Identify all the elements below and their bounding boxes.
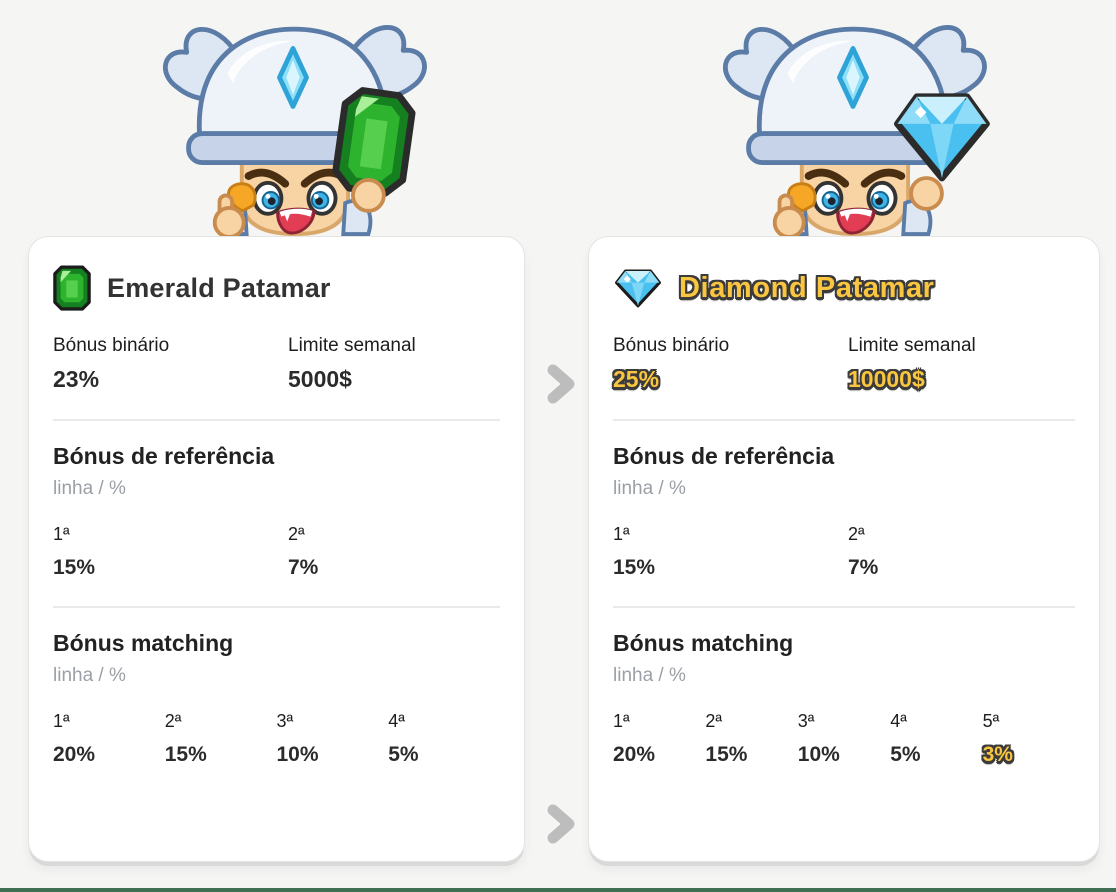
stat-value: 23% xyxy=(53,366,100,392)
section-title: Bónus de referência xyxy=(613,443,835,469)
bonus-cell: 2ª 15% xyxy=(165,711,277,767)
line-label: 5ª xyxy=(982,711,1000,731)
stat-binary-bonus: Bónus binário 25% xyxy=(613,335,848,393)
bonus-cell: 1ª 20% xyxy=(53,711,165,767)
card-header: Diamond Patamar xyxy=(613,263,1075,313)
referral-bonus-section: Bónus de referência linha / % 1ª 15% 2ª … xyxy=(53,443,500,580)
section-title: Bónus matching xyxy=(613,630,794,656)
stat-weekly-limit: Limite semanal 10000$ xyxy=(848,335,1075,393)
line-value: 10% xyxy=(797,743,840,766)
stat-weekly-limit: Limite semanal 5000$ xyxy=(288,335,500,393)
line-value: 15% xyxy=(613,556,656,579)
emerald-icon xyxy=(53,265,91,311)
bonus-cell: 4ª 5% xyxy=(388,711,500,767)
stat-binary-bonus: Bónus binário 23% xyxy=(53,335,288,393)
stat-label: Bónus binário xyxy=(613,335,730,356)
line-value: 10% xyxy=(276,743,319,766)
line-value: 3% xyxy=(982,743,1013,766)
section-subtitle: linha / % xyxy=(613,478,686,499)
section-title: Bónus matching xyxy=(53,630,234,656)
line-label: 4ª xyxy=(388,711,405,731)
bonus-cell: 2ª 7% xyxy=(848,524,1075,580)
divider xyxy=(53,606,500,608)
divider xyxy=(613,419,1075,421)
line-value: 5% xyxy=(890,743,921,766)
bonus-cell: 2ª 7% xyxy=(288,524,500,580)
footer-accent-bar xyxy=(0,888,1116,892)
section-title: Bónus de referência xyxy=(53,443,275,469)
knight-emerald-mascot xyxy=(148,2,438,238)
card-title: Diamond Patamar xyxy=(679,271,935,304)
line-value: 15% xyxy=(53,556,96,579)
bonus-cell: 4ª 5% xyxy=(890,711,982,767)
line-label: 1ª xyxy=(53,524,70,544)
stat-label: Limite semanal xyxy=(848,335,976,356)
line-label: 4ª xyxy=(890,711,907,731)
bonus-cell: 1ª 20% xyxy=(613,711,705,767)
line-label: 1ª xyxy=(53,711,70,731)
bonus-rows: 1ª 20% 2ª 15% 3ª 10% 4ª 5% 5ª 3% xyxy=(613,711,1075,767)
line-label: 2ª xyxy=(848,524,865,544)
stat-value: 25% xyxy=(613,366,660,392)
matching-bonus-section: Bónus matching linha / % 1ª 20% 2ª 15% 3… xyxy=(613,630,1075,767)
diamond-tier-card: Diamond Patamar Bónus binário 25% Limite… xyxy=(588,236,1100,862)
knight-diamond-mascot xyxy=(708,2,998,238)
bonus-cell: 2ª 15% xyxy=(705,711,797,767)
chevron-right-icon xyxy=(547,804,575,844)
line-value: 15% xyxy=(705,743,748,766)
card-header: Emerald Patamar xyxy=(53,263,500,313)
bonus-rows: 1ª 15% 2ª 7% xyxy=(613,524,1075,580)
line-label: 2ª xyxy=(705,711,723,731)
line-label: 3ª xyxy=(797,711,815,731)
stat-value: 5000$ xyxy=(288,366,352,392)
divider xyxy=(53,419,500,421)
section-subtitle: linha / % xyxy=(613,665,686,686)
bonus-rows: 1ª 20% 2ª 15% 3ª 10% 4ª 5% xyxy=(53,711,500,767)
line-value: 5% xyxy=(388,743,419,766)
line-value: 20% xyxy=(53,743,96,766)
divider xyxy=(613,606,1075,608)
bonus-cell: 3ª 10% xyxy=(798,711,890,767)
stat-label: Bónus binário xyxy=(53,335,170,356)
line-value: 20% xyxy=(613,743,656,766)
bonus-rows: 1ª 15% 2ª 7% xyxy=(53,524,500,580)
line-label: 1ª xyxy=(613,524,630,544)
emerald-tier-card: Emerald Patamar Bónus binário 23% Limite… xyxy=(28,236,525,862)
diamond-icon xyxy=(613,267,663,309)
line-label: 3ª xyxy=(276,711,294,731)
tier-stats: Bónus binário 25% Limite semanal 10000$ xyxy=(613,335,1075,393)
card-title: Emerald Patamar xyxy=(107,272,331,303)
line-label: 1ª xyxy=(613,711,630,731)
matching-bonus-section: Bónus matching linha / % 1ª 20% 2ª 15% 3… xyxy=(53,630,500,767)
referral-bonus-section: Bónus de referência linha / % 1ª 15% 2ª … xyxy=(613,443,1075,580)
line-value: 7% xyxy=(288,556,319,579)
chevron-right-icon xyxy=(547,364,575,404)
line-value: 15% xyxy=(164,743,207,766)
section-subtitle: linha / % xyxy=(53,665,126,686)
bonus-cell: 1ª 15% xyxy=(613,524,848,580)
line-label: 2ª xyxy=(288,524,305,544)
stat-value: 10000$ xyxy=(848,366,925,392)
bonus-cell: 1ª 15% xyxy=(53,524,288,580)
line-value: 7% xyxy=(848,556,879,579)
section-subtitle: linha / % xyxy=(53,478,126,499)
tier-stats: Bónus binário 23% Limite semanal 5000$ xyxy=(53,335,500,393)
bonus-cell: 5ª 3% xyxy=(983,711,1075,767)
stat-label: Limite semanal xyxy=(288,335,416,356)
bonus-cell: 3ª 10% xyxy=(277,711,389,767)
line-label: 2ª xyxy=(164,711,182,731)
